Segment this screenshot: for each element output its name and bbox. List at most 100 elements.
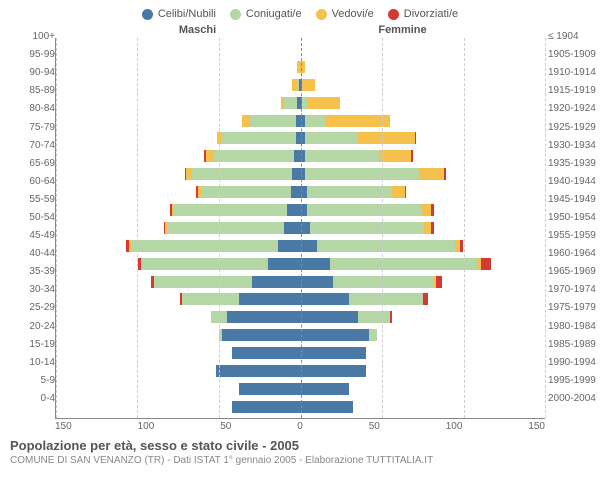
bar-segment <box>310 222 424 234</box>
age-label: 60-64 <box>5 175 55 189</box>
bar-segment <box>252 276 301 288</box>
bar-segment <box>481 258 491 270</box>
birth-label: 1985-1989 <box>548 338 598 352</box>
bar-segment <box>349 293 422 305</box>
bar-segment <box>301 347 366 359</box>
bar-segment <box>287 204 300 216</box>
age-label: 15-19 <box>5 338 55 352</box>
legend-item: Vedovi/e <box>316 8 374 20</box>
bar-segment <box>307 97 340 109</box>
bar-segment <box>250 115 296 127</box>
bar-segment <box>301 383 350 395</box>
birth-label: 1910-1914 <box>548 66 598 80</box>
grid-line <box>137 38 138 418</box>
grid-line <box>56 38 57 418</box>
birth-label: 1935-1939 <box>548 157 598 171</box>
birth-label: 1925-1929 <box>548 121 598 135</box>
chart-headers: Maschi Femmine <box>0 24 600 38</box>
x-tick: 150 <box>528 421 545 432</box>
bar-segment <box>305 115 325 127</box>
x-tick: 100 <box>446 421 463 432</box>
y-labels-birth: ≤ 19041905-19091910-19141915-19191920-19… <box>548 28 598 408</box>
header-males: Maschi <box>55 24 300 36</box>
legend-swatch <box>316 9 327 20</box>
bar-segment <box>379 150 412 162</box>
chart-area <box>55 38 545 419</box>
bar-segment <box>141 258 268 270</box>
bar-segment <box>131 240 278 252</box>
legend-label: Coniugati/e <box>246 8 302 20</box>
birth-label: 1915-1919 <box>548 84 598 98</box>
bar-segment <box>239 383 301 395</box>
bar-segment <box>421 204 431 216</box>
legend-swatch <box>142 9 153 20</box>
age-label: 25-29 <box>5 301 55 315</box>
grid-line <box>382 38 383 418</box>
bar-segment <box>213 150 294 162</box>
bar-segment <box>431 204 434 216</box>
center-line <box>301 38 302 418</box>
age-label: 20-24 <box>5 320 55 334</box>
bar-segment <box>222 329 300 341</box>
age-label: 10-14 <box>5 356 55 370</box>
birth-label: 2000-2004 <box>548 392 598 406</box>
bar-segment <box>242 115 250 127</box>
age-label: 50-54 <box>5 211 55 225</box>
legend-label: Vedovi/e <box>332 8 374 20</box>
legend-item: Divorziati/e <box>388 8 458 20</box>
bar-segment <box>423 293 428 305</box>
age-label: 90-94 <box>5 66 55 80</box>
bar-segment <box>292 168 300 180</box>
age-label: 85-89 <box>5 84 55 98</box>
bar-segment <box>301 222 311 234</box>
header-females: Femmine <box>300 24 545 36</box>
bar-segment <box>284 222 300 234</box>
bar-segment <box>317 240 456 252</box>
birth-label: 1995-1999 <box>548 374 598 388</box>
bar-segment <box>305 132 357 144</box>
age-label: 70-74 <box>5 139 55 153</box>
legend-swatch <box>388 9 399 20</box>
bar-segment <box>358 132 415 144</box>
bar-segment <box>301 365 366 377</box>
bar-segment <box>431 222 434 234</box>
grid-line <box>219 38 220 418</box>
bar-segment <box>284 97 297 109</box>
bar-segment <box>419 168 443 180</box>
age-label: 55-59 <box>5 193 55 207</box>
bar-segment <box>154 276 252 288</box>
birth-label: 1990-1994 <box>548 356 598 370</box>
bar-segment <box>301 329 369 341</box>
bar-segment <box>301 311 358 323</box>
bar-segment <box>191 168 292 180</box>
chart-subtitle: COMUNE DI SAN VENANZO (TR) - Dati ISTAT … <box>0 453 600 468</box>
legend-swatch <box>230 9 241 20</box>
bar-segment <box>173 204 287 216</box>
x-tick: 100 <box>138 421 155 432</box>
bar-segment <box>301 293 350 305</box>
legend-item: Coniugati/e <box>230 8 302 20</box>
bar-segment <box>390 311 392 323</box>
age-label: 75-79 <box>5 121 55 135</box>
birth-label: 1940-1944 <box>548 175 598 189</box>
birth-label: 1970-1974 <box>548 283 598 297</box>
x-tick: 50 <box>220 421 231 432</box>
birth-label: 1950-1954 <box>548 211 598 225</box>
age-label: 30-34 <box>5 283 55 297</box>
bar-segment <box>444 168 446 180</box>
birth-label: 1960-1964 <box>548 247 598 261</box>
bar-segment <box>232 347 300 359</box>
bar-segment <box>239 293 301 305</box>
age-label: 80-84 <box>5 102 55 116</box>
age-label: 45-49 <box>5 229 55 243</box>
birth-label: ≤ 1904 <box>548 30 598 44</box>
bar-segment <box>411 150 413 162</box>
bar-segment <box>301 240 317 252</box>
bar-segment <box>301 258 330 270</box>
x-tick: 150 <box>55 421 72 432</box>
x-axis-ticks: 15010050050100150 <box>55 419 545 432</box>
age-label: 95-99 <box>5 48 55 62</box>
age-label: 0-4 <box>5 392 55 406</box>
age-label: 65-69 <box>5 157 55 171</box>
legend-label: Celibi/Nubili <box>158 8 216 20</box>
